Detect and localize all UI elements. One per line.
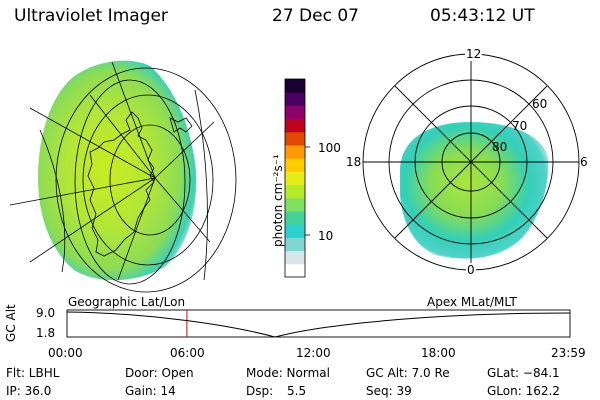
colorbar-band	[285, 263, 305, 278]
timeline-y-label: GC Alt	[4, 304, 18, 342]
geographic-label: Geographic Lat/Lon	[68, 295, 186, 309]
colorbar-band	[285, 79, 305, 93]
timeline-x-tick: 06:00	[170, 346, 205, 360]
timeline-x-tick: 18:00	[421, 346, 456, 360]
mode-info: Mode: Normal	[246, 366, 330, 380]
colorbar	[285, 79, 305, 278]
timeline-x-tick: 00:00	[48, 346, 83, 360]
mlt-label-6: 6	[580, 155, 588, 169]
app-title: Ultraviolet Imager	[14, 6, 168, 26]
colorbar-band	[285, 171, 305, 186]
colorbar-band	[285, 131, 305, 146]
aurora-image-left	[38, 60, 197, 281]
mlt-label-12: 12	[465, 47, 483, 61]
ip-info: IP: 36.0	[6, 384, 52, 398]
colorbar-tick-100: 100	[318, 141, 341, 155]
dsp-label: Dsp:	[246, 384, 274, 398]
colorbar-band	[285, 197, 305, 212]
seq-info: Seq: 39	[366, 384, 412, 398]
colorbar-band	[285, 118, 305, 133]
glon-info: GLon: 162.2	[487, 384, 560, 398]
mlat-label-60: 60	[532, 97, 548, 111]
altitude-timeline	[66, 309, 571, 338]
colorbar-unit-label: photon cm⁻²s⁻¹	[271, 154, 285, 247]
mlat-label-80: 80	[492, 140, 508, 154]
colorbar-band	[285, 92, 305, 106]
colorbar-band	[285, 250, 305, 265]
colorbar-frame	[284, 78, 306, 278]
mlt-label-0: 0	[466, 263, 476, 277]
colorbar-band	[285, 184, 305, 199]
mlt-label-18: 18	[346, 155, 362, 169]
timeline-y-tick-bottom: 1.8	[36, 326, 56, 340]
timeline-y-tick-top: 9.0	[36, 306, 56, 320]
glat-info: GLat: −84.1	[487, 366, 560, 380]
colorbar-band	[285, 158, 305, 172]
altitude-curve	[66, 311, 571, 338]
mlat-label-70: 70	[512, 119, 528, 133]
timeline-frame	[66, 309, 571, 338]
aurora-image-right	[400, 122, 549, 259]
door-info: Door: Open	[125, 366, 194, 380]
filter-info: Flt: LBHL	[6, 366, 60, 380]
gc-alt-info: GC Alt: 7.0 Re	[366, 366, 450, 380]
polar-plot	[362, 53, 580, 271]
colorbar-band	[285, 145, 305, 159]
header-date: 27 Dec 07	[272, 6, 359, 26]
colorbar-band	[285, 224, 305, 238]
colorbar-band	[285, 211, 305, 225]
dsp-value: 5.5	[287, 384, 307, 398]
coastline-north	[169, 117, 193, 133]
colorbar-band	[285, 105, 305, 120]
geographic-map	[9, 60, 237, 293]
header-time: 05:43:12 UT	[430, 6, 535, 26]
colorbar-band	[285, 237, 305, 252]
timeline-x-tick: 12:00	[296, 346, 331, 360]
timeline-x-tick: 23:59	[551, 346, 586, 360]
apex-label: Apex MLat/MLT	[427, 295, 517, 309]
coastline	[87, 111, 155, 257]
gain-info: Gain: 14	[125, 384, 176, 398]
colorbar-tick-10: 10	[318, 229, 334, 243]
